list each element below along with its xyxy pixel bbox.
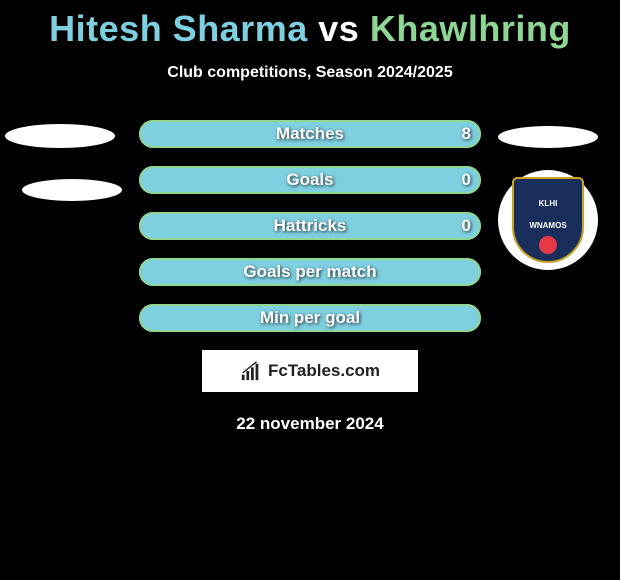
vs-text: vs — [318, 8, 359, 49]
stat-label: Goals per match — [243, 262, 376, 282]
club-badge-text1: KLHI — [539, 200, 558, 208]
club-badge: KLHI WNAMOS — [498, 170, 598, 270]
stat-bar-min-per-goal: Min per goal — [139, 304, 481, 332]
stat-value: 0 — [462, 170, 471, 190]
brand-text: FcTables.com — [268, 361, 380, 381]
subtitle: Club competitions, Season 2024/2025 — [0, 64, 620, 82]
stat-bar-matches: Matches 8 — [139, 120, 481, 148]
date-text: 22 november 2024 — [0, 414, 620, 434]
stat-label: Matches — [276, 124, 344, 144]
stat-value: 8 — [462, 124, 471, 144]
stat-bar-hattricks: Hattricks 0 — [139, 212, 481, 240]
club-badge-shield: KLHI WNAMOS — [512, 177, 584, 263]
club-badge-text2: WNAMOS — [529, 222, 566, 230]
stat-bar-goals-per-match: Goals per match — [139, 258, 481, 286]
comparison-title: Hitesh Sharma vs Khawlhring — [0, 0, 620, 50]
stat-bar-goals: Goals 0 — [139, 166, 481, 194]
player2-name: Khawlhring — [370, 8, 571, 49]
decorative-ellipse-left-1 — [5, 124, 115, 148]
player1-name: Hitesh Sharma — [49, 8, 308, 49]
decorative-ellipse-right — [498, 126, 598, 148]
chart-icon — [240, 360, 262, 382]
stat-label: Min per goal — [260, 308, 360, 328]
brand-box[interactable]: FcTables.com — [202, 350, 418, 392]
decorative-ellipse-left-2 — [22, 179, 122, 201]
stat-label: Goals — [286, 170, 333, 190]
club-badge-ball-icon — [539, 236, 557, 254]
stat-value: 0 — [462, 216, 471, 236]
stat-label: Hattricks — [274, 216, 347, 236]
